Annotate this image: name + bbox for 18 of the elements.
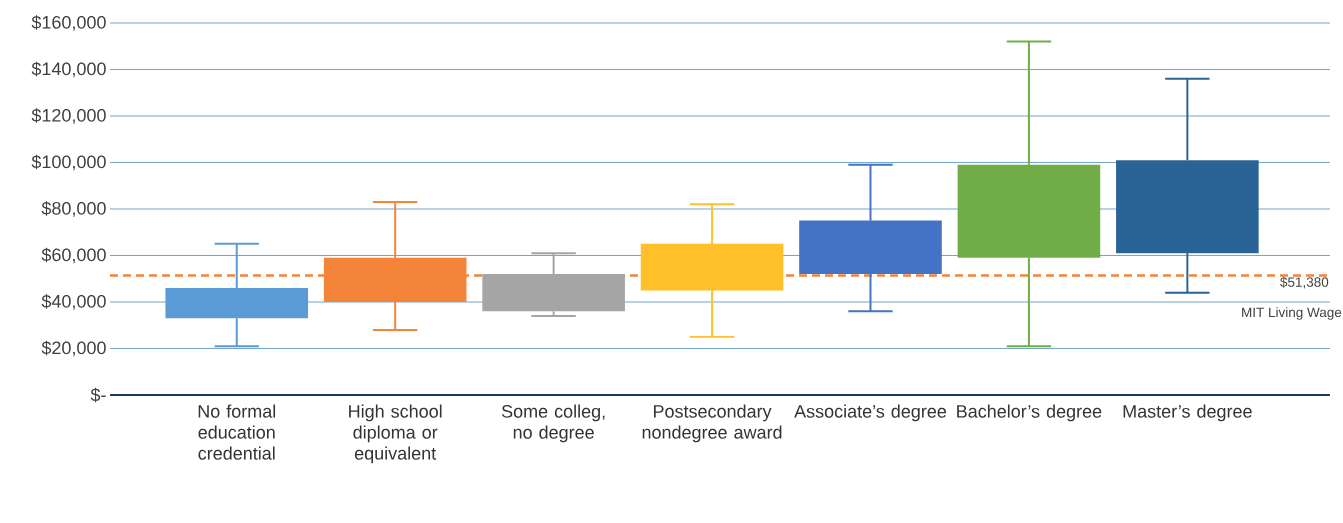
x-tick-label: No formal education credential — [198, 404, 276, 460]
y-tick-label: $- — [90, 387, 106, 403]
y-tick-label: $140,000 — [31, 61, 106, 78]
x-tick-label: Postsecondary nondegree award — [642, 404, 782, 443]
y-tick-label: $80,000 — [41, 201, 106, 217]
annotation: MIT Living Wage — [1242, 307, 1342, 320]
y-tick-label: $100,000 — [31, 154, 106, 171]
y-tick-label: $20,000 — [41, 340, 106, 357]
x-tick-label: Master’s degree — [1123, 404, 1252, 422]
x-tick-label: High school diploma or equivalent — [349, 404, 442, 464]
ref-line-label: $51,380 — [1280, 276, 1329, 289]
y-tick-label: $120,000 — [31, 108, 106, 124]
y-tick-label: $60,000 — [41, 247, 106, 264]
y-tick-label: $160,000 — [31, 15, 106, 31]
x-tick-label: Some colleg, no degree — [501, 404, 605, 443]
x-tick-label: Associate’s degree — [794, 404, 947, 422]
y-tick-label: $40,000 — [41, 294, 106, 310]
x-tick-label: Bachelor’s degree — [957, 404, 1102, 422]
